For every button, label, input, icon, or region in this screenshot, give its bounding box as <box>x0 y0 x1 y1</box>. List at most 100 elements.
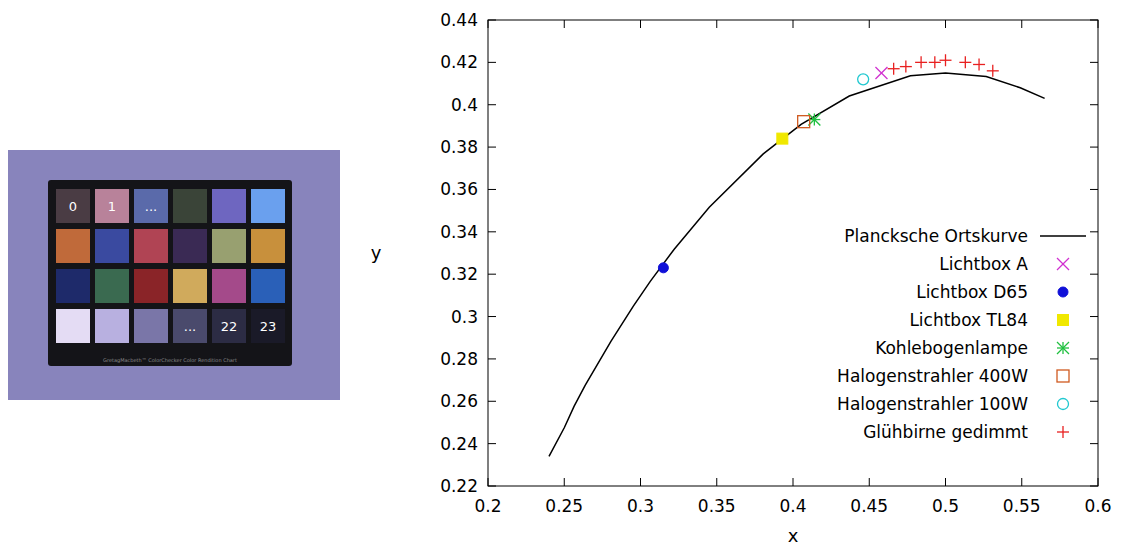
patch-label: 22 <box>221 319 238 334</box>
y-tick-label: 0.42 <box>440 52 478 72</box>
y-tick-right <box>1090 231 1098 232</box>
marker-stroke <box>992 65 993 77</box>
y-tick-label: 0.32 <box>440 264 478 284</box>
x-tick-top <box>869 20 870 28</box>
y-tick <box>488 104 496 105</box>
locus-line <box>549 73 1045 456</box>
marker-stroke <box>1057 342 1069 354</box>
y-tick <box>488 189 496 190</box>
legend-sample <box>1057 370 1069 382</box>
y-tick-label: 0.4 <box>451 95 478 115</box>
legend-sample <box>1040 235 1086 237</box>
y-tick-right <box>1090 358 1098 359</box>
y-tick <box>488 316 496 317</box>
chart: 0.20.250.30.350.40.450.50.550.60.220.240… <box>371 10 1112 546</box>
y-tick-right <box>1090 189 1098 190</box>
color-patch <box>56 309 90 343</box>
marker-stroke <box>934 56 935 68</box>
patch-label: ... <box>184 319 196 334</box>
color-patch <box>134 309 168 343</box>
x-tick-label: 0.25 <box>545 496 583 516</box>
color-patch <box>251 269 285 303</box>
x-axis-title: x <box>788 525 799 546</box>
legend-label: Plancksche Ortskurve <box>844 226 1028 246</box>
marker-stroke <box>1057 342 1069 354</box>
legend-label: Halogenstrahler 100W <box>837 394 1028 414</box>
x-tick-top <box>945 20 946 28</box>
color-patch <box>173 189 207 223</box>
color-patch <box>56 189 90 223</box>
data-point <box>900 61 912 73</box>
data-point <box>959 56 971 68</box>
x-tick-top <box>564 20 565 28</box>
marker-stroke <box>814 114 815 126</box>
patch-label: 1 <box>108 199 116 214</box>
x-tick <box>640 478 641 486</box>
x-tick-top <box>1021 20 1022 28</box>
x-tick <box>564 478 565 486</box>
patch-label: ... <box>145 199 157 214</box>
board-footer: GretagMacbeth™ ColorChecker Color Rendit… <box>103 357 237 364</box>
marker-stroke <box>1062 342 1063 354</box>
legend-sample <box>1057 426 1069 438</box>
marker-stroke <box>893 63 894 75</box>
marker-stroke <box>1062 426 1063 438</box>
color-patch <box>212 189 246 223</box>
axes: 0.20.250.30.350.40.450.50.550.60.220.240… <box>440 10 1111 516</box>
data-point <box>777 133 788 144</box>
y-tick <box>488 62 496 63</box>
legend-label: Lichtbox A <box>939 254 1028 274</box>
color-patch <box>212 229 246 263</box>
y-tick-label: 0.34 <box>440 222 478 242</box>
color-patch <box>95 189 129 223</box>
y-tick <box>488 231 496 232</box>
color-patch <box>173 309 207 343</box>
marker-stroke <box>905 61 906 73</box>
color-patch <box>95 309 129 343</box>
x-tick-top <box>793 20 794 28</box>
color-patch <box>134 189 168 223</box>
data-point <box>973 58 985 70</box>
data-point <box>798 116 810 128</box>
y-tick-right <box>1090 104 1098 105</box>
color-patch <box>134 269 168 303</box>
patch-label: 0 <box>69 199 77 214</box>
y-tick <box>488 147 496 148</box>
color-patch <box>251 229 285 263</box>
y-tick-label: 0.3 <box>451 307 478 327</box>
marker-stroke <box>945 54 946 66</box>
x-tick <box>1021 478 1022 486</box>
color-patch <box>95 269 129 303</box>
y-tick-right <box>1090 401 1098 402</box>
data-point <box>940 54 952 66</box>
x-tick-label: 0.35 <box>698 496 736 516</box>
y-tick-label: 0.24 <box>440 434 478 454</box>
plot-frame <box>488 20 1098 486</box>
data-point <box>915 56 927 68</box>
color-patch <box>56 269 90 303</box>
y-tick-label: 0.44 <box>440 10 478 30</box>
x-tick <box>716 478 717 486</box>
y-tick <box>488 274 496 275</box>
data-point <box>658 263 668 273</box>
marker-stroke <box>978 58 979 70</box>
photo-background <box>8 150 340 400</box>
marker-stroke <box>875 67 887 79</box>
y-tick <box>488 401 496 402</box>
marker-stroke <box>1057 258 1069 270</box>
y-tick-label: 0.28 <box>440 349 478 369</box>
y-axis-title: y <box>371 242 382 263</box>
color-patch <box>212 309 246 343</box>
color-patch <box>56 229 90 263</box>
x-tick-label: 0.45 <box>850 496 888 516</box>
legend-label: Kohlebogenlampe <box>875 338 1028 358</box>
x-tick <box>793 478 794 486</box>
y-tick-right <box>1090 62 1098 63</box>
x-tick-label: 0.4 <box>779 496 806 516</box>
x-tick <box>869 478 870 486</box>
chart-board <box>48 180 292 366</box>
color-patch <box>251 189 285 223</box>
data-point <box>858 74 869 85</box>
color-patch <box>134 229 168 263</box>
legend-sample <box>1058 287 1068 297</box>
